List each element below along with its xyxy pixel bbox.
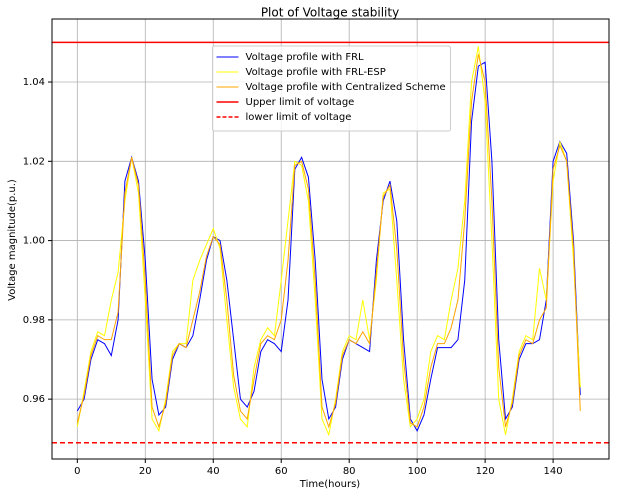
legend-label: Voltage profile with FRL-ESP xyxy=(246,67,386,78)
x-tick-label: 40 xyxy=(207,466,220,477)
x-tick-label: 20 xyxy=(139,466,152,477)
y-axis-label: Voltage magnitude(p.u.) xyxy=(7,179,18,301)
y-tick-label: 1.02 xyxy=(23,156,45,167)
y-tick-label: 0.98 xyxy=(23,315,45,326)
legend: Voltage profile with FRL Voltage profile … xyxy=(212,45,451,132)
chart-title: Plot of Voltage stability xyxy=(261,6,399,20)
x-tick-label: 80 xyxy=(343,466,356,477)
legend-label: lower limit of voltage xyxy=(246,112,352,123)
series-line xyxy=(76,54,581,429)
legend-label: Voltage profile with FRL xyxy=(246,52,365,63)
y-tick-label: 0.96 xyxy=(23,394,45,405)
series-line xyxy=(76,61,581,432)
legend-box xyxy=(212,45,451,132)
plot-frame xyxy=(51,18,610,460)
x-tick-label: 100 xyxy=(408,466,427,477)
y-tick-label: 1.04 xyxy=(23,77,45,88)
x-tick-label: 140 xyxy=(544,466,563,477)
y-tick-label: 1.00 xyxy=(23,236,45,247)
legend-label: Voltage profile with Centralized Scheme xyxy=(246,82,446,93)
x-tick-label: 0 xyxy=(74,466,80,477)
legend-label: Upper limit of voltage xyxy=(246,97,355,108)
x-tick-label: 60 xyxy=(275,466,288,477)
x-axis-label: Time(hours) xyxy=(299,479,360,490)
x-tick-label: 120 xyxy=(476,466,495,477)
